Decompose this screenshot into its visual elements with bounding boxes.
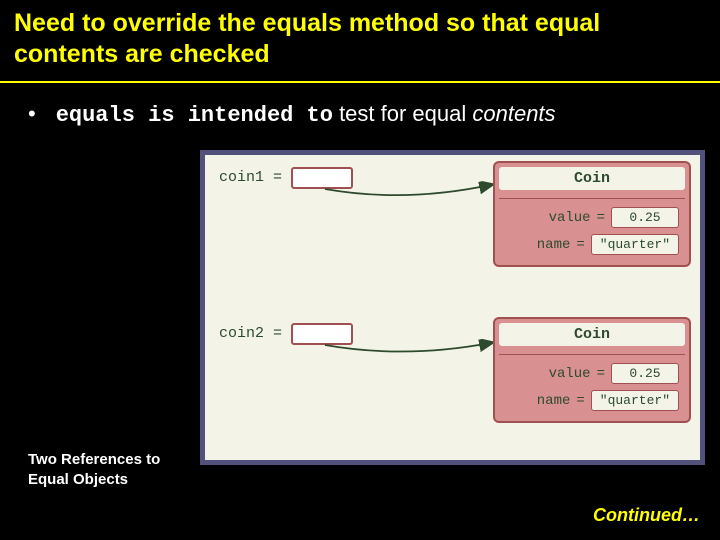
coin1-field-value-val: 0.25: [611, 207, 679, 228]
coin1-field-name-label: name: [537, 237, 571, 253]
caption-line2: Equal Objects: [28, 471, 128, 488]
coin2-divider: [499, 354, 685, 355]
slide-title: Need to override the equals method so th…: [0, 0, 720, 81]
diagram-canvas: coin1 = coin2 = Coin value = 0.25: [205, 155, 700, 460]
coin2-field-value: value = 0.25: [499, 363, 685, 384]
caption-line1: Two References to: [28, 451, 160, 468]
coin2-field-name-val: "quarter": [591, 390, 679, 411]
coin2-field-value-label: value: [549, 366, 591, 382]
coin2-field-name: name = "quarter": [499, 390, 685, 411]
continued-label: Continued…: [593, 505, 700, 526]
bullet-marker: •: [28, 101, 36, 127]
bullet-code: equals is intended to: [56, 103, 333, 128]
coin1-field-value-label: value: [549, 210, 591, 226]
coin2-field-name-label: name: [537, 393, 571, 409]
bullet-item: • equals is intended to test for equal c…: [0, 101, 720, 128]
bullet-rest1: test for equal: [333, 101, 472, 126]
coin1-field-name: name = "quarter": [499, 234, 685, 255]
coin2-field-value-val: 0.25: [611, 363, 679, 384]
bullet-text: equals is intended to test for equal con…: [56, 101, 556, 128]
coin1-classname: Coin: [499, 167, 685, 190]
equals-sign: =: [576, 237, 584, 253]
coin2-classname: Coin: [499, 323, 685, 346]
coin1-divider: [499, 198, 685, 199]
diagram-caption: Two References to Equal Objects: [28, 450, 160, 489]
title-divider: [0, 81, 720, 83]
coin-object-2: Coin value = 0.25 name = "quarter": [493, 317, 691, 423]
coin-object-1: Coin value = 0.25 name = "quarter": [493, 161, 691, 267]
equals-sign: =: [576, 393, 584, 409]
equals-sign: =: [597, 210, 605, 226]
coin1-field-value: value = 0.25: [499, 207, 685, 228]
equals-sign: =: [597, 366, 605, 382]
diagram-frame: coin1 = coin2 = Coin value = 0.25: [200, 150, 705, 465]
bullet-emph: contents: [472, 101, 555, 126]
coin1-field-name-val: "quarter": [591, 234, 679, 255]
